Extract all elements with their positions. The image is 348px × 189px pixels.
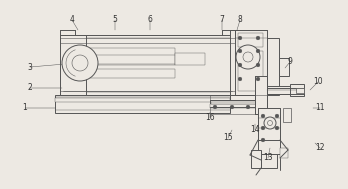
Bar: [210, 104, 267, 108]
Text: 5: 5: [112, 15, 117, 25]
Bar: [280, 148, 288, 158]
Circle shape: [275, 114, 279, 118]
Circle shape: [62, 45, 98, 81]
Bar: [55, 95, 230, 113]
Circle shape: [268, 121, 272, 125]
Text: 9: 9: [287, 57, 292, 67]
Bar: [230, 30, 238, 95]
Bar: [258, 108, 280, 140]
Text: 1: 1: [23, 104, 27, 112]
Circle shape: [261, 138, 265, 142]
Bar: [267, 38, 279, 95]
Text: 13: 13: [263, 153, 273, 163]
Bar: [175, 53, 205, 65]
Bar: [55, 98, 230, 102]
Bar: [255, 76, 267, 114]
Text: 6: 6: [148, 15, 152, 25]
Circle shape: [246, 105, 250, 109]
Circle shape: [72, 55, 88, 71]
Bar: [63, 38, 232, 92]
Bar: [238, 51, 263, 91]
Bar: [296, 88, 304, 93]
Circle shape: [264, 117, 276, 129]
Bar: [279, 58, 289, 76]
Bar: [267, 86, 297, 94]
Text: 11: 11: [315, 104, 325, 112]
Bar: [261, 154, 277, 168]
Bar: [258, 140, 280, 154]
Circle shape: [243, 52, 253, 62]
Circle shape: [238, 49, 242, 53]
Bar: [211, 102, 266, 104]
Circle shape: [238, 36, 242, 40]
Text: 15: 15: [223, 133, 233, 143]
Text: 14: 14: [250, 125, 260, 135]
Circle shape: [238, 77, 242, 81]
Bar: [238, 33, 263, 47]
Text: 7: 7: [220, 15, 224, 25]
Bar: [251, 150, 261, 168]
Text: 4: 4: [70, 15, 74, 25]
Circle shape: [261, 126, 265, 130]
Bar: [80, 69, 175, 78]
Circle shape: [236, 45, 260, 69]
Circle shape: [213, 105, 217, 109]
Text: 12: 12: [315, 143, 325, 153]
Bar: [283, 108, 291, 122]
Text: 10: 10: [313, 77, 323, 87]
Bar: [60, 35, 86, 95]
Bar: [210, 100, 267, 107]
Circle shape: [230, 105, 234, 109]
Circle shape: [238, 63, 242, 67]
Text: 2: 2: [27, 84, 32, 92]
Circle shape: [275, 126, 279, 130]
Bar: [235, 30, 267, 95]
Circle shape: [256, 49, 260, 53]
Circle shape: [256, 36, 260, 40]
Circle shape: [261, 114, 265, 118]
Circle shape: [256, 77, 260, 81]
Text: 3: 3: [27, 63, 32, 71]
Bar: [290, 84, 304, 96]
Text: 16: 16: [205, 114, 215, 122]
Text: 8: 8: [238, 15, 242, 25]
Bar: [60, 35, 235, 95]
Bar: [258, 108, 280, 140]
Circle shape: [256, 63, 260, 67]
Bar: [80, 48, 175, 65]
